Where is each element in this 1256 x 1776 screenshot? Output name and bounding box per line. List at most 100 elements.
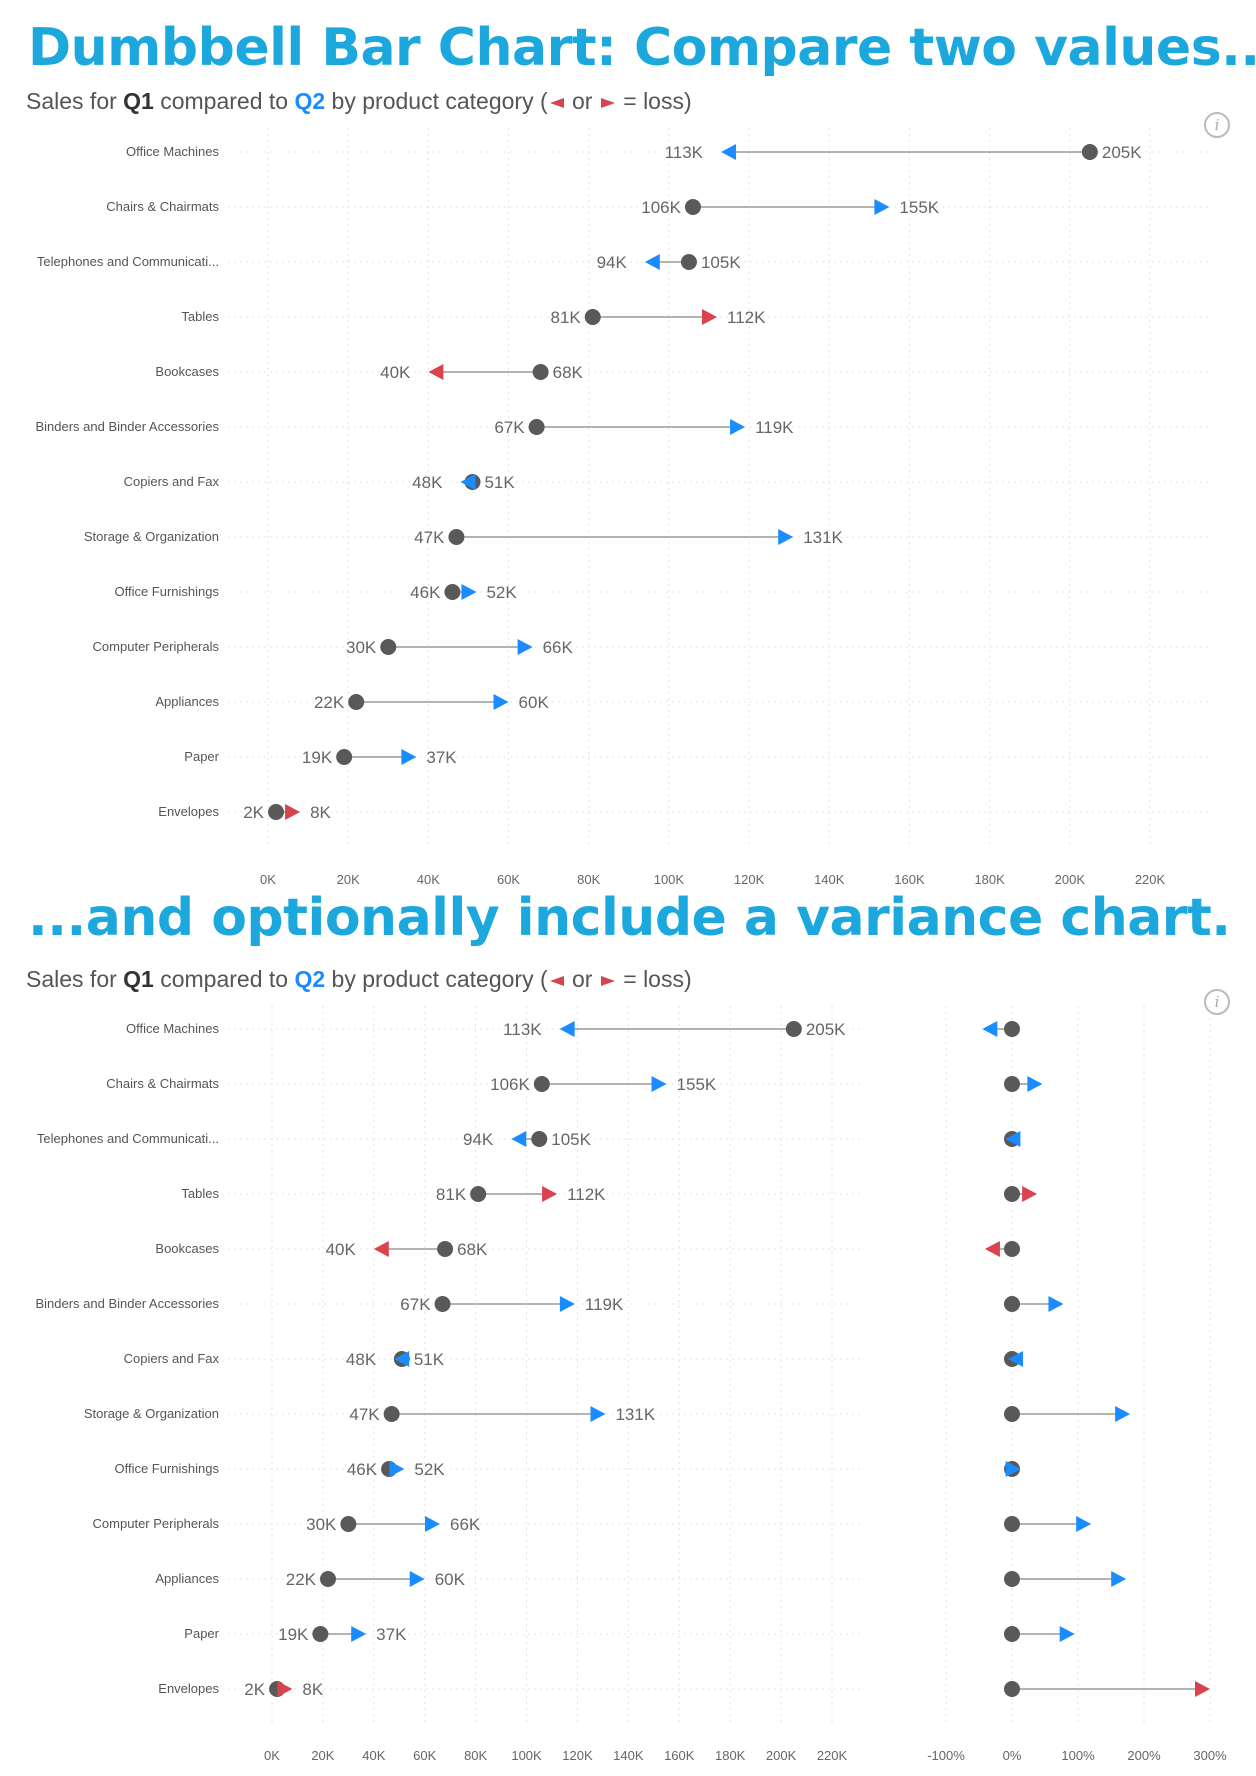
bottom-q1-dot xyxy=(312,1626,329,1642)
bottom-q2-arrow xyxy=(409,1571,425,1587)
top-q2-arrow xyxy=(460,474,476,490)
bottom-q1-dot xyxy=(470,1186,487,1202)
top-q2-arrow xyxy=(285,804,301,820)
chart-subtitle-bottom: Sales for Q1 compared to Q2 by product c… xyxy=(26,966,692,993)
bottom-category-label: Telephones and Communicati... xyxy=(37,1131,219,1146)
top-q2-value-label: 131K xyxy=(803,528,843,547)
loss-left-arrow-icon xyxy=(549,975,564,986)
bottom-x-tick-label: 0K xyxy=(264,1748,280,1763)
bottom-x-tick-label: 200K xyxy=(766,1748,797,1763)
bottom-category-label: Storage & Organization xyxy=(84,1406,219,1421)
bottom-x-tick-label: 100K xyxy=(511,1748,542,1763)
bottom-q2-arrow xyxy=(651,1076,667,1092)
dumbbell-chart-top: 0K 20K 40K 60K 80K 100K 120K 140K 160K 180K 200K 22… xyxy=(35,128,1210,887)
top-q1-dot xyxy=(528,419,545,435)
dumbbell-variance-chart-bottom: 0K 20K 40K 60K 80K 100K 120K 140K 160K 180K 200K 22… xyxy=(35,1006,1227,1763)
top-x-tick-label: 140K xyxy=(814,872,845,887)
top-q1-value-label: 2K xyxy=(243,803,264,822)
top-q1-value-label: 67K xyxy=(494,418,525,437)
top-x-tick-label: 180K xyxy=(974,872,1005,887)
top-q2-arrow xyxy=(730,419,746,435)
bottom-q1-value-label: 22K xyxy=(286,1570,317,1589)
bottom-q2-arrow xyxy=(542,1186,558,1202)
bottom-x-tick-label: 120K xyxy=(562,1748,593,1763)
top-q2-value-label: 37K xyxy=(426,748,457,767)
variance-arrow xyxy=(1195,1681,1210,1697)
bottom-q1-dot xyxy=(320,1571,336,1587)
info-icon[interactable]: i xyxy=(1204,989,1230,1015)
top-q2-arrow xyxy=(644,254,660,270)
subtitle-q1: Q1 xyxy=(123,966,154,992)
bottom-category-label: Tables xyxy=(181,1186,219,1201)
top-category-label: Telephones and Communicati... xyxy=(37,254,219,269)
top-q1-dot xyxy=(444,584,461,600)
top-q2-value-label: 94K xyxy=(597,253,628,272)
top-x-tick-label: 120K xyxy=(734,872,765,887)
bottom-q2-value-label: 40K xyxy=(326,1240,357,1259)
bottom-x-tick-label: 60K xyxy=(413,1748,436,1763)
bottom-q1-value-label: 2K xyxy=(244,1680,265,1699)
top-q2-arrow xyxy=(874,199,890,215)
top-category-label: Bookcases xyxy=(155,364,219,379)
top-x-tick-label: 80K xyxy=(577,872,600,887)
variance-base-dot xyxy=(1004,1406,1020,1422)
loss-right-arrow-icon xyxy=(600,97,615,108)
variance-arrow xyxy=(1022,1186,1038,1202)
bottom-q2-value-label: 131K xyxy=(615,1405,655,1424)
bottom-x-tick-label: 80K xyxy=(464,1748,487,1763)
bottom-q1-dot xyxy=(785,1021,802,1037)
top-x-tick-label: 200K xyxy=(1055,872,1086,887)
top-x-tick-label: 100K xyxy=(654,872,685,887)
variance-base-dot xyxy=(1004,1296,1020,1312)
bottom-q2-arrow xyxy=(559,1021,575,1037)
top-q2-value-label: 113K xyxy=(665,143,704,162)
variance-arrow xyxy=(984,1241,1000,1257)
bottom-q1-dot xyxy=(437,1241,454,1257)
variance-arrow xyxy=(1059,1626,1075,1642)
chart-subtitle-top: Sales for Q1 compared to Q2 by product c… xyxy=(26,88,692,115)
variance-x-tick-label: 200% xyxy=(1127,1748,1161,1763)
top-category-label: Tables xyxy=(181,309,219,324)
variance-base-dot xyxy=(1004,1571,1020,1587)
bottom-q1-dot xyxy=(533,1076,550,1092)
variance-arrow xyxy=(1076,1516,1092,1532)
top-q1-value-label: 51K xyxy=(484,473,515,492)
bottom-category-label: Office Furnishings xyxy=(114,1461,219,1476)
subtitle-q2: Q2 xyxy=(294,88,326,114)
bottom-q1-value-label: 51K xyxy=(414,1350,445,1369)
bottom-category-label: Copiers and Fax xyxy=(124,1351,220,1366)
bottom-q2-value-label: 60K xyxy=(435,1570,466,1589)
bottom-q2-arrow xyxy=(590,1406,606,1422)
loss-left-arrow-icon xyxy=(549,97,564,108)
bottom-category-label: Paper xyxy=(184,1626,219,1641)
variance-arrow xyxy=(1027,1076,1043,1092)
headline-bottom: ...and optionally include a variance cha… xyxy=(28,888,1231,948)
top-category-label: Storage & Organization xyxy=(84,529,219,544)
bottom-q1-value-label: 106K xyxy=(490,1075,530,1094)
variance-arrow xyxy=(1008,1351,1024,1367)
top-q2-value-label: 52K xyxy=(486,583,517,602)
bottom-q2-arrow xyxy=(277,1681,293,1697)
variance-base-dot xyxy=(1004,1626,1020,1642)
subtitle-suffix-before: by product category ( xyxy=(325,88,548,114)
bottom-q1-dot xyxy=(434,1296,451,1312)
top-q2-value-label: 112K xyxy=(727,308,766,327)
top-category-label: Office Furnishings xyxy=(114,584,219,599)
top-q1-value-label: 22K xyxy=(314,693,345,712)
top-q1-dot xyxy=(336,749,353,765)
top-x-tick-label: 20K xyxy=(337,872,360,887)
bottom-q1-dot xyxy=(531,1131,548,1147)
bottom-category-label: Computer Peripherals xyxy=(93,1516,220,1531)
top-category-label: Chairs & Chairmats xyxy=(106,199,219,214)
subtitle-or: or xyxy=(565,966,599,992)
variance-base-dot xyxy=(1004,1516,1020,1532)
subtitle-suffix-before: by product category ( xyxy=(325,966,548,992)
bottom-q2-arrow xyxy=(425,1516,440,1532)
bottom-q2-arrow xyxy=(389,1461,405,1477)
top-category-label: Copiers and Fax xyxy=(124,474,220,489)
bottom-q2-arrow xyxy=(373,1241,389,1257)
subtitle-middle: compared to xyxy=(153,88,295,114)
info-icon[interactable]: i xyxy=(1204,112,1230,138)
top-category-label: Paper xyxy=(184,749,219,764)
bottom-q2-value-label: 37K xyxy=(376,1625,407,1644)
